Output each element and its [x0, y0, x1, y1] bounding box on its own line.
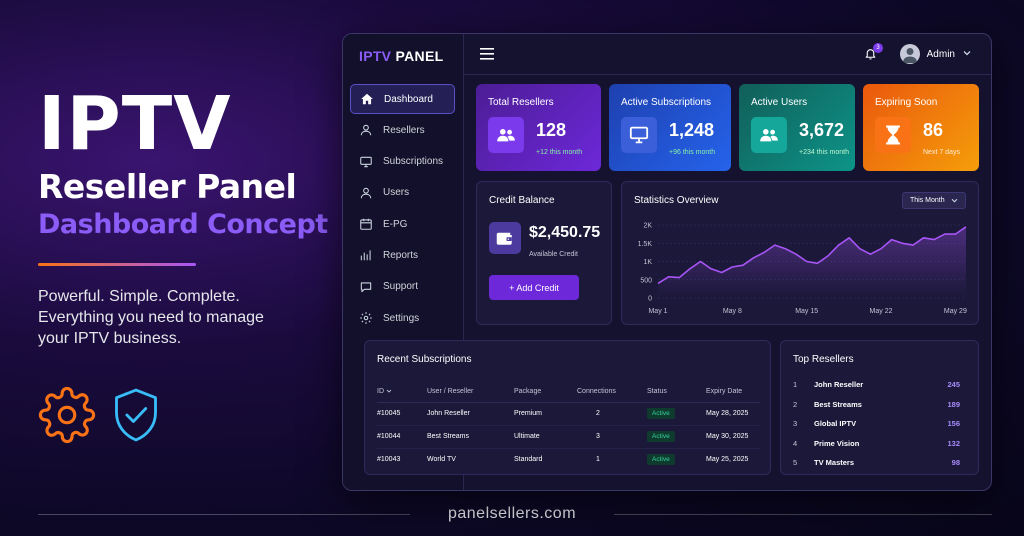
bar-chart-icon [360, 250, 371, 261]
user-name[interactable]: Admin [926, 49, 955, 60]
list-item[interactable]: 2 Best Streams 189 [793, 400, 960, 409]
sidebar-item-resellers[interactable]: Resellers [350, 115, 455, 145]
table-row[interactable]: #10043 World TV Standard 1 Active May 25… [377, 454, 749, 466]
list-item[interactable]: 5 TV Masters 98 [793, 458, 960, 467]
promo-subtitle: Reseller Panel [38, 167, 297, 206]
list-item[interactable]: 1 John Reseller 245 [793, 380, 960, 389]
bell-icon[interactable] [864, 47, 877, 61]
footer-site[interactable]: panelsellers.com [447, 505, 577, 522]
y-tick-label: 500 [640, 277, 652, 284]
list-item[interactable]: 3 Global IPTV 156 [793, 419, 960, 428]
chevron-down-icon [386, 389, 392, 393]
column-header-package: Package [514, 381, 577, 403]
range-select[interactable]: This Month [902, 192, 966, 209]
hamburger-menu-icon[interactable] [480, 48, 494, 60]
users-icon [488, 117, 524, 153]
stat-card-total-resellers[interactable]: Total Resellers 128 +12 this month [476, 84, 601, 171]
promo-icons [38, 386, 162, 444]
footer-line-left [38, 514, 410, 515]
hourglass-icon [875, 117, 911, 153]
promo-block: IPTV Reseller Panel Dashboard Concept Po… [38, 85, 328, 349]
promo-divider [38, 263, 196, 266]
chevron-down-icon[interactable] [963, 50, 971, 56]
x-tick-label: May 29 [944, 308, 967, 315]
stat-card-expiring-soon[interactable]: Expiring Soon 86 Next 7 days [863, 84, 979, 171]
sidebar-item-subscriptions[interactable]: Subscriptions [350, 147, 455, 177]
users-icon [751, 117, 787, 153]
credit-value: $2,450.75 [529, 224, 601, 241]
status-badge: Active [647, 431, 675, 442]
add-credit-button[interactable]: + Add Credit [489, 275, 579, 300]
x-tick-label: May 1 [648, 308, 667, 315]
statistics-overview-panel: Statistics Overview This Month 0 500 1K 1.5… [621, 181, 979, 325]
credit-balance-panel: Credit Balance $2,450.75 Available Credi… [476, 181, 612, 325]
user-icon [360, 187, 372, 199]
credit-sub: Available Credit [529, 251, 578, 258]
sidebar-item-epg[interactable]: E-PG [350, 209, 455, 239]
statistics-chart: 0 500 1K 1.5K 2K May 1 May 8 May 15 May 22 May 29 [638, 223, 967, 316]
promo-tagline: Powerful. Simple. Complete. Everything y… [38, 288, 264, 347]
y-tick-label: 1K [643, 259, 652, 266]
sidebar-item-users[interactable]: Users [350, 178, 455, 208]
shield-check-icon [115, 388, 157, 442]
column-header-status: Status [647, 381, 706, 403]
app-logo[interactable]: IPTV PANEL [359, 48, 444, 64]
promo-concept: Dashboard Concept [38, 209, 328, 240]
sidebar-nav: Dashboard Resellers Subscriptions Users … [350, 84, 455, 334]
chevron-down-icon [951, 198, 958, 203]
subscriptions-table: ID User / Reseller Package Connections S… [377, 381, 760, 471]
y-tick-label: 0 [648, 296, 652, 303]
home-icon [361, 93, 373, 105]
list-item[interactable]: 4 Prime Vision 132 [793, 439, 960, 448]
sidebar-item-support[interactable]: Support [350, 272, 455, 302]
x-tick-label: May 22 [870, 308, 893, 315]
top-resellers-panel: Top Resellers 1 John Reseller 245 2 Best… [780, 340, 979, 475]
x-tick-label: May 8 [723, 308, 742, 315]
calendar-icon [360, 218, 372, 230]
y-tick-label: 2K [643, 223, 652, 230]
column-header-expiry: Expiry Date [706, 381, 760, 403]
status-badge: Active [647, 408, 675, 419]
avatar[interactable] [900, 44, 920, 64]
chart-series-line [657, 226, 967, 285]
chat-icon [360, 282, 372, 292]
monitor-icon [621, 117, 657, 153]
dashboard-window: IPTV PANEL Dashboard Resellers Subscript… [342, 33, 992, 491]
statistics-title: Statistics Overview [634, 195, 719, 206]
credit-title: Credit Balance [489, 195, 555, 206]
gear-icon [360, 312, 372, 324]
table-header-row: ID User / Reseller Package Connections S… [377, 381, 760, 403]
gear-icon [38, 386, 96, 444]
recent-subscriptions-panel: Recent Subscriptions ID User / Reseller … [364, 340, 771, 475]
table-row[interactable]: #10045 John Reseller Premium 2 Active Ma… [377, 402, 760, 426]
table-row[interactable]: #10044 Best Streams Ultimate 3 Active Ma… [377, 425, 760, 449]
wallet-icon [489, 222, 521, 254]
y-tick-label: 1.5K [638, 241, 653, 248]
topbar: 3 Admin [464, 34, 991, 75]
sidebar-item-dashboard[interactable]: Dashboard [350, 84, 455, 114]
sidebar-item-reports[interactable]: Reports [350, 240, 455, 270]
stat-card-active-subscriptions[interactable]: Active Subscriptions 1,248 +96 this mont… [609, 84, 731, 171]
recent-title: Recent Subscriptions [377, 354, 472, 365]
footer-line-right [614, 514, 992, 515]
stat-card-active-users[interactable]: Active Users 3,672 +234 this month [739, 84, 855, 171]
user-icon [360, 125, 372, 136]
x-tick-label: May 15 [795, 308, 818, 315]
promo-title: IPTV [38, 81, 232, 167]
column-header-connections: Connections [577, 381, 647, 403]
sidebar-item-settings[interactable]: Settings [350, 303, 455, 333]
monitor-icon [360, 156, 372, 167]
notification-badge: 3 [873, 43, 883, 53]
column-header-user: User / Reseller [427, 381, 514, 403]
column-header-id[interactable]: ID [377, 381, 427, 403]
top-resellers-title: Top Resellers [793, 354, 854, 365]
status-badge: Active [647, 454, 675, 466]
